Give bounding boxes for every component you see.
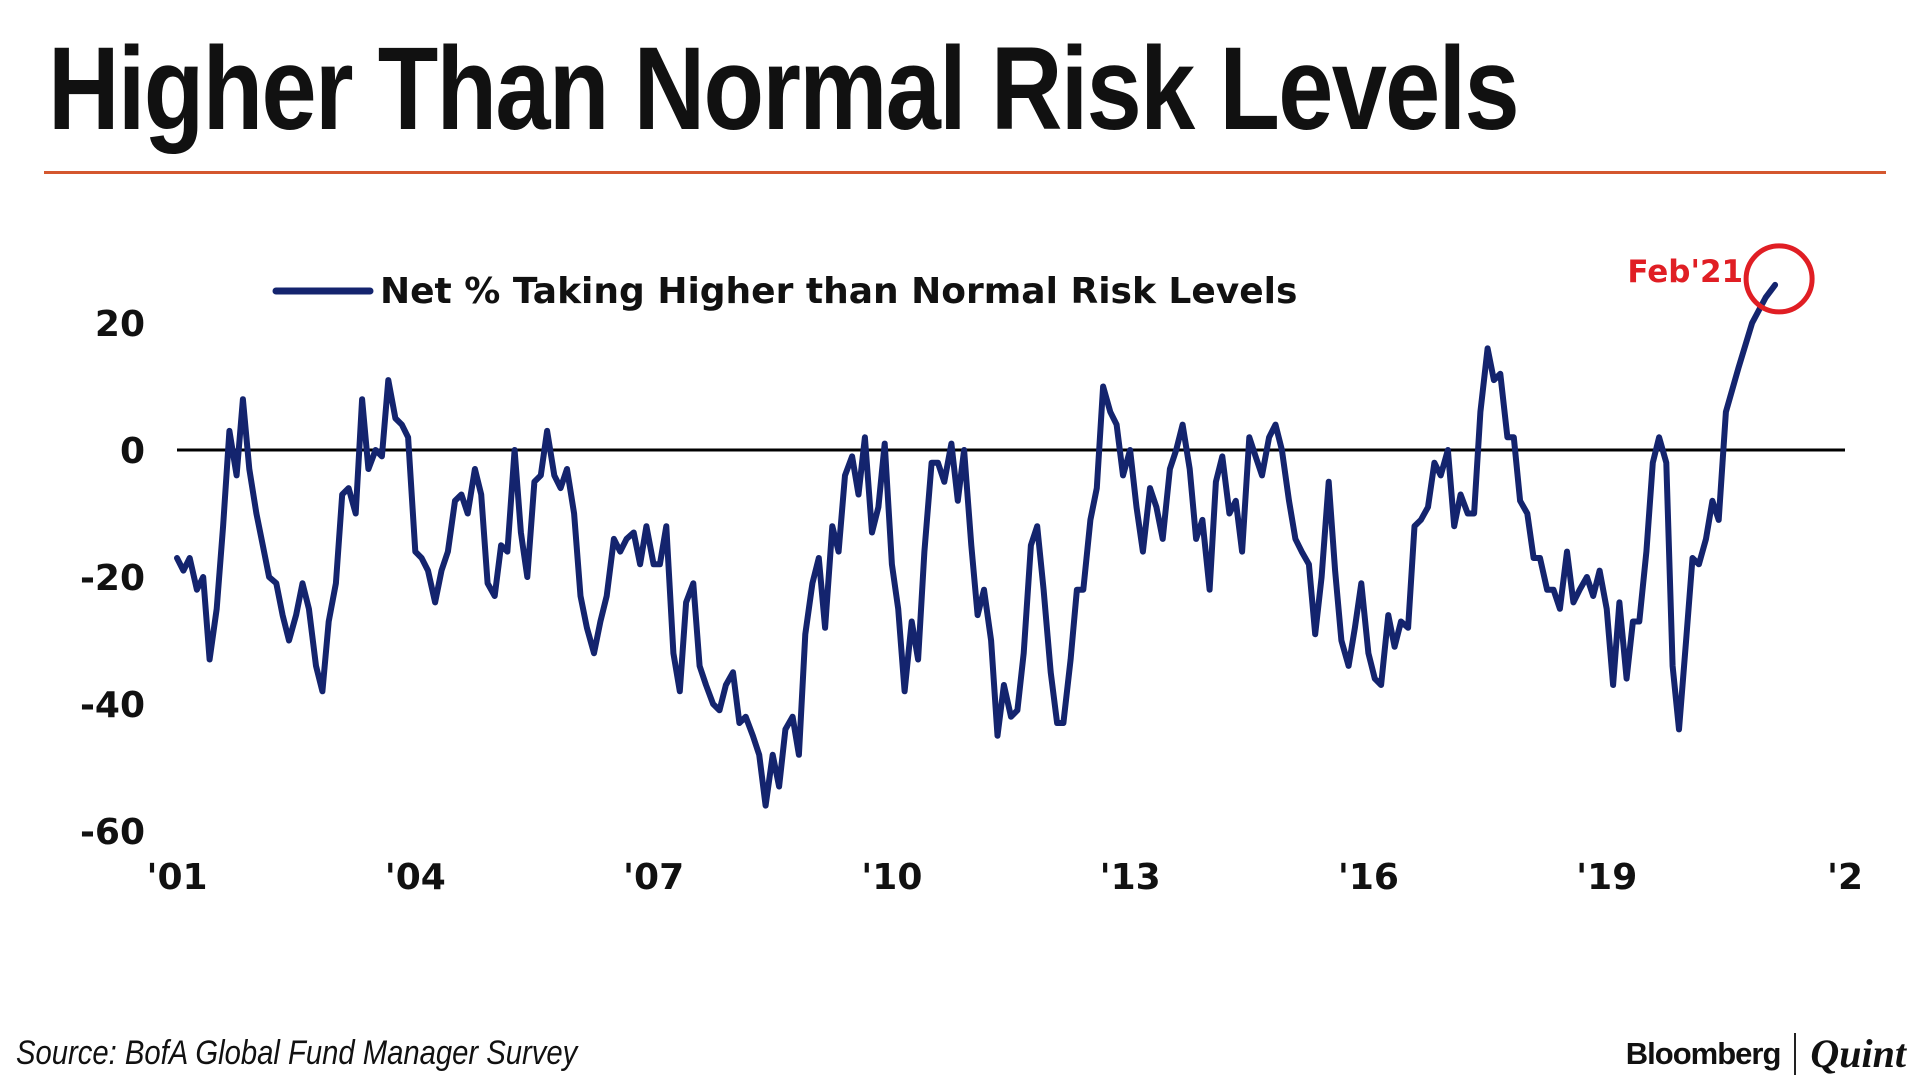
x-axis-ticks: '01 '04 '07 '10 '13 '16 '19 '2 (146, 857, 1863, 898)
y-tick-label: -40 (80, 685, 145, 726)
title-divider (44, 171, 1886, 174)
brand-secondary: Quint (1810, 1031, 1906, 1076)
line-chart: 20 0 -20 -40 -60 '01 '04 '07 '10 '13 '16 '19 '2 Net… (80, 243, 1863, 898)
brand-primary: Bloomberg (1625, 1035, 1782, 1071)
brand-separator (1794, 1032, 1797, 1075)
highlight-circle (1743, 243, 1815, 315)
x-tick-label: '19 (1576, 857, 1637, 898)
x-tick-label: '2 (1827, 857, 1863, 898)
y-tick-label: 20 (95, 304, 145, 345)
x-tick-label: '07 (623, 857, 684, 898)
y-tick-label: 0 (120, 431, 145, 472)
x-tick-label: '04 (385, 857, 446, 898)
y-tick-label: -60 (80, 812, 145, 853)
x-tick-label: '13 (1100, 857, 1161, 898)
y-axis-ticks: 20 0 -20 -40 -60 (80, 304, 145, 853)
series-line (174, 281, 1779, 809)
y-tick-label: -20 (80, 558, 145, 599)
legend: Net % Taking Higher than Normal Risk Lev… (272, 271, 1297, 312)
x-tick-label: '01 (146, 857, 207, 898)
x-tick-label: '10 (861, 857, 922, 898)
source-note: Source: BofA Global Fund Manager Survey (16, 1034, 578, 1072)
x-tick-label: '16 (1338, 857, 1399, 898)
page-title: Higher Than Normal Risk Levels (48, 23, 1520, 155)
brand-logo: Bloomberg Quint (1626, 1030, 1906, 1077)
annotation-label: Feb'21 (1627, 254, 1743, 290)
legend-label: Net % Taking Higher than Normal Risk Lev… (380, 271, 1297, 312)
